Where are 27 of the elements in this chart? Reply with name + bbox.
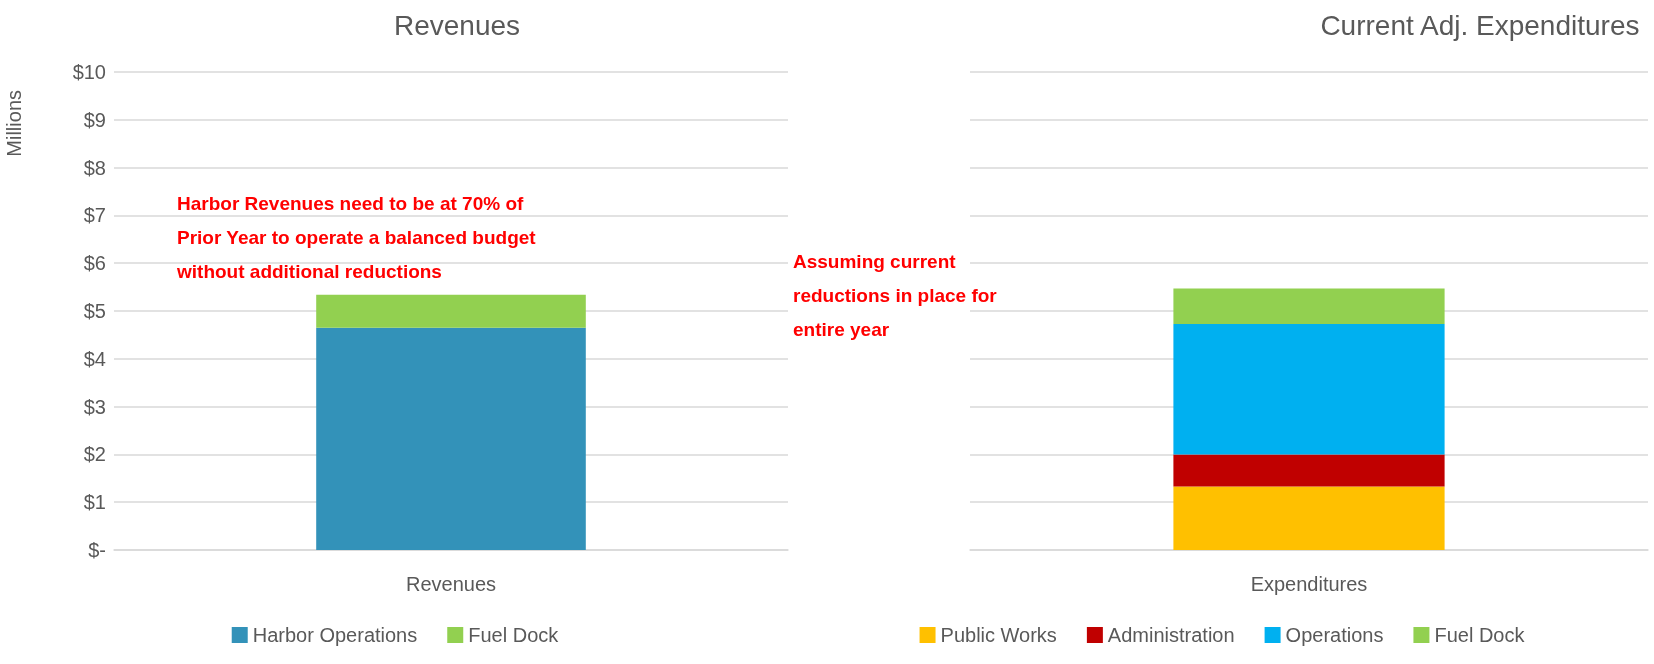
y-tick-label: $3 — [83, 395, 106, 418]
y-tick-label: $7 — [83, 204, 106, 227]
y-axis-title: Millions — [3, 89, 25, 157]
y-tick-label: $2 — [83, 443, 106, 466]
bar — [1173, 454, 1445, 487]
legend-label: Public Works — [940, 624, 1057, 646]
y-tick-label: $10 — [72, 61, 106, 83]
bar — [1173, 323, 1445, 455]
x-tick-label: Expenditures — [1250, 573, 1368, 595]
bar — [1173, 288, 1445, 324]
legend-label: Administration — [1107, 624, 1235, 646]
legend-label: Fuel Dock — [1434, 624, 1526, 646]
bar — [1173, 486, 1445, 550]
legend-label: Fuel Dock — [468, 624, 560, 646]
y-tick-label: $6 — [83, 252, 106, 275]
y-tick-label: $1 — [83, 491, 106, 514]
text: Assuming current reductions in place for entire year — [793, 250, 1003, 340]
chart-title: Revenues — [393, 9, 521, 41]
y-tick-label: $8 — [83, 156, 106, 179]
y-tick-label: $4 — [83, 347, 106, 370]
y-tick-label: $5 — [83, 300, 106, 322]
legend-label: Operations — [1285, 624, 1384, 646]
legend-label: Harbor Operations — [252, 624, 418, 646]
y-tick-label: $9 — [83, 108, 106, 131]
chart-title: Current Adj. Expenditures — [1320, 9, 1640, 41]
y-tick-label: $- — [88, 539, 106, 561]
annotation: Harbor Revenues need to be at 70% of Prior Year to operate a balanced budget without additional reductions — [176, 192, 541, 282]
